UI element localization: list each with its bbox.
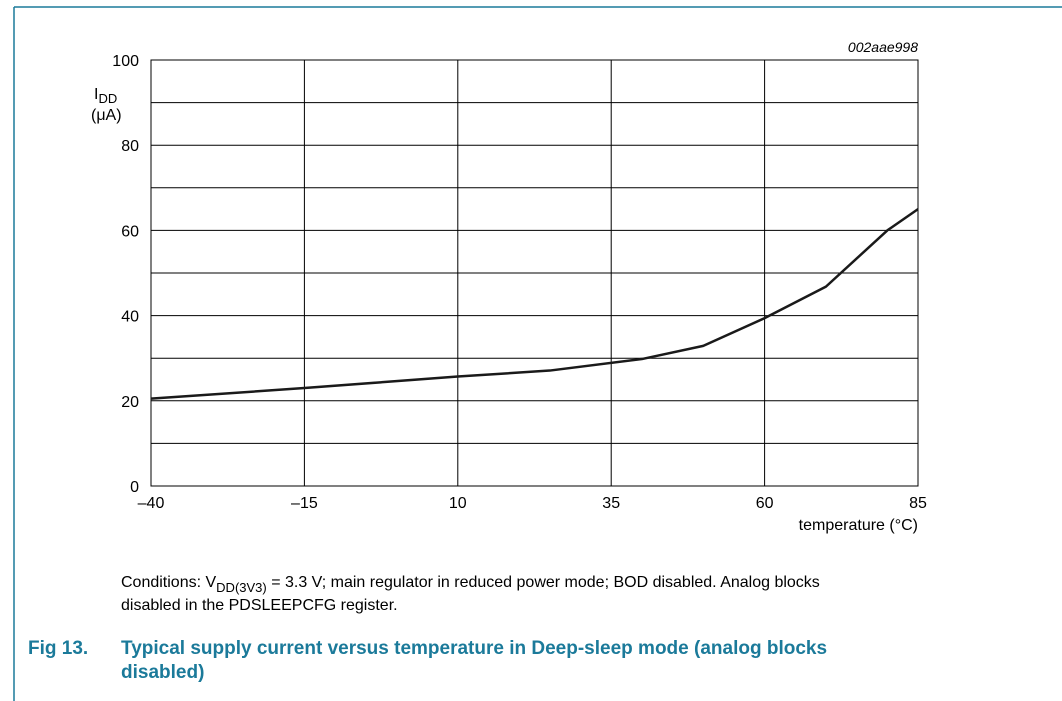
y-tick-label: 80	[121, 138, 139, 155]
data-line	[150, 208, 919, 400]
plot-frame	[150, 59, 919, 487]
y-axis-label: IDD	[94, 86, 117, 106]
x-tick-label: 10	[449, 495, 467, 512]
x-tick-label: 35	[602, 495, 620, 512]
y-label-main: I	[94, 86, 98, 103]
caption-number: Fig 13.	[28, 638, 88, 659]
x-tick-label: 85	[909, 495, 927, 512]
y-tick-label: 40	[121, 309, 139, 326]
conditions-rest: = 3.3 V; main regulator in reduced power…	[267, 574, 820, 591]
y-tick-label: 20	[121, 394, 139, 411]
x-axis-label: temperature (°C)	[799, 517, 918, 534]
chart-code: 002aae998	[848, 39, 918, 55]
y-tick-label: 100	[112, 53, 139, 70]
conditions-prefix: Conditions: V	[121, 574, 216, 591]
x-tick-label: –40	[138, 495, 165, 512]
x-tick-label: 60	[756, 495, 774, 512]
y-tick-label: 0	[130, 479, 139, 496]
y-axis-unit: (μA)	[91, 107, 122, 124]
conditions-line-2: disabled in the PDSLEEPCFG register.	[121, 597, 398, 614]
caption-line-1: Typical supply current versus temperatur…	[121, 638, 827, 659]
conditions: Conditions: VDD(3V3) = 3.3 V; main regul…	[121, 574, 820, 595]
y-label-sub: DD	[98, 91, 117, 106]
x-tick-label: –15	[291, 495, 318, 512]
caption-line-2: disabled)	[121, 662, 204, 683]
conditions-sub: DD(3V3)	[216, 580, 267, 595]
y-tick-label: 60	[121, 223, 139, 240]
